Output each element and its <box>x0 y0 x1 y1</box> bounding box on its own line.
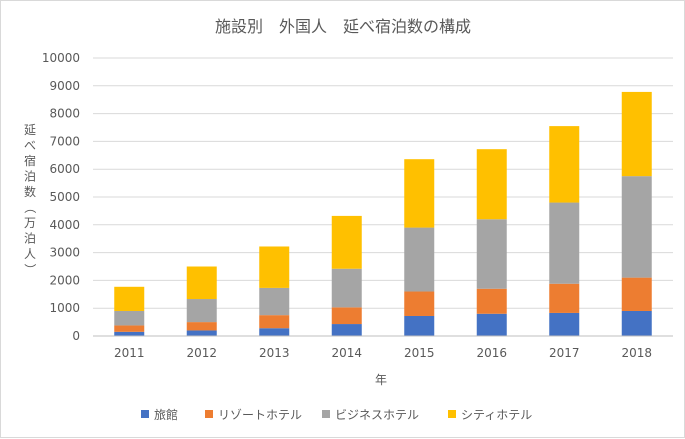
bar-segment <box>621 310 652 336</box>
bar-segment <box>404 227 435 292</box>
y-axis-label-char: 人 <box>24 247 36 261</box>
x-axis-label: 年 <box>375 373 387 387</box>
bar-segment <box>114 325 145 332</box>
x-tick-label: 2014 <box>331 346 362 360</box>
legend-label: シティホテル <box>461 408 532 422</box>
bar-segment <box>259 328 290 336</box>
bar-segment <box>621 277 652 311</box>
bar-segment <box>114 310 145 326</box>
bar-segment <box>549 283 580 313</box>
bar-segment <box>621 91 652 177</box>
x-tick-label: 2013 <box>259 346 290 360</box>
bars <box>114 91 652 336</box>
bar-segment <box>331 268 362 308</box>
bar-segment <box>331 215 362 269</box>
bar-segment <box>186 330 217 336</box>
legend-swatch <box>322 410 330 418</box>
y-axis-label-char: ） <box>23 263 37 275</box>
x-tick-label: 2011 <box>114 346 145 360</box>
legend-swatch <box>205 410 213 418</box>
bar-segment <box>549 202 580 284</box>
y-axis-label-char: 数 <box>24 184 36 199</box>
bar-segment <box>476 219 507 289</box>
bar-segment <box>259 315 290 329</box>
bar-segment <box>549 126 580 203</box>
bar-segment <box>186 322 217 331</box>
legend-label: 旅館 <box>154 407 178 422</box>
x-tick-label: 2012 <box>186 346 217 360</box>
x-tick-label: 2018 <box>621 346 652 360</box>
y-axis-label: 延べ宿泊数（万泊人） <box>23 123 37 276</box>
bar-segment <box>259 287 290 316</box>
y-axis-label-char: 延 <box>24 123 36 137</box>
bar-segment <box>331 324 362 336</box>
y-tick-label: 6000 <box>49 162 80 176</box>
y-tick-label: 5000 <box>49 190 80 204</box>
y-axis-label-char: べ <box>24 139 36 153</box>
y-tick-label: 0 <box>72 329 80 343</box>
bar-segment <box>549 312 580 336</box>
y-axis-label-char: （ <box>23 201 37 213</box>
bar-segment <box>186 266 217 300</box>
y-tick-label: 9000 <box>49 79 80 93</box>
y-axis-label-char: 万 <box>24 216 36 230</box>
bar-segment <box>114 331 145 336</box>
bar-segment <box>476 288 507 314</box>
x-tick-label: 2016 <box>476 346 507 360</box>
bar-segment <box>331 307 362 325</box>
y-tick-labels: 0 1000 2000 3000 4000 5000 6000 7000 8000 9000 100… <box>42 51 80 343</box>
bar-segment <box>404 291 435 316</box>
y-tick-label: 1000 <box>49 301 80 315</box>
bar-segment <box>404 159 435 228</box>
legend-swatch <box>141 410 149 418</box>
x-tick-label: 2017 <box>549 346 580 360</box>
bar-segment <box>114 286 145 311</box>
y-tick-label: 4000 <box>49 218 80 232</box>
chart-title: 施設別 外国人 延べ宿泊数の構成 <box>215 17 471 36</box>
y-tick-label: 8000 <box>49 107 80 121</box>
bar-segment <box>476 149 507 220</box>
bar-segment <box>404 315 435 336</box>
y-tick-label: 10000 <box>42 51 80 65</box>
bar-segment <box>476 313 507 336</box>
legend-label: ビジネスホテル <box>335 408 419 422</box>
legend: 旅館 リゾートホテル ビジネスホテル シティホテル <box>141 407 532 422</box>
legend-label: リゾートホテル <box>218 408 302 422</box>
bar-segment <box>259 246 290 288</box>
bar-segment <box>186 299 217 323</box>
y-tick-label: 7000 <box>49 134 80 148</box>
x-tick-label: 2015 <box>404 346 435 360</box>
y-tick-label: 3000 <box>49 246 80 260</box>
y-axis-label-char: 泊 <box>24 232 36 246</box>
y-axis-label-char: 宿 <box>24 153 36 168</box>
legend-swatch <box>448 410 456 418</box>
grid-lines <box>93 57 673 309</box>
x-tick-labels: 2011 2012 2013 2014 2015 2016 2017 2018 <box>114 346 652 360</box>
bar-segment <box>621 176 652 278</box>
y-tick-label: 2000 <box>49 273 80 287</box>
y-axis-label-char: 泊 <box>24 170 36 184</box>
